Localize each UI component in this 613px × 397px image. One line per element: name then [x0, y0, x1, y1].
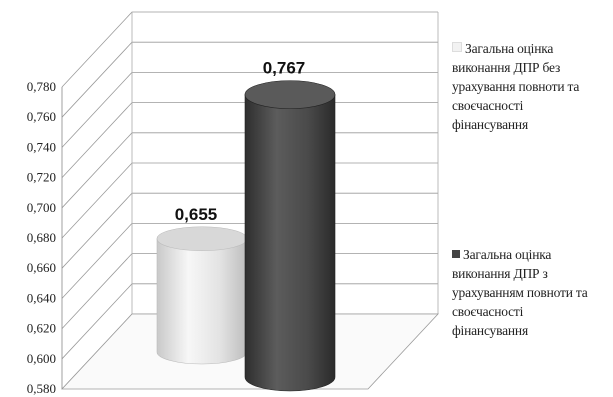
y-tick-label: 0,680 — [27, 230, 56, 245]
legend-swatch-2 — [452, 250, 460, 258]
y-tick-label: 0,620 — [27, 321, 56, 336]
cylinder-body — [244, 94, 336, 392]
chart-bars — [156, 80, 336, 392]
gridline — [61, 11, 438, 88]
cylinder-top — [156, 226, 248, 252]
legend-item-2: Загальна оцінка виконання ДПР з урахуван… — [452, 245, 602, 340]
legend-label-2: Загальна оцінка виконання ДПР з урахуван… — [452, 247, 588, 338]
y-tick-label: 0,760 — [27, 109, 56, 124]
y-tick-label: 0,780 — [27, 79, 56, 94]
cylinder-top — [244, 80, 336, 109]
data-labels: 0,655 0,767 — [175, 59, 306, 224]
y-tick-label: 0,640 — [27, 290, 56, 305]
y-tick-label: 0,740 — [27, 139, 56, 154]
data-label: 0,767 — [263, 59, 306, 78]
y-tick-label: 0,580 — [27, 381, 56, 396]
cylinder-body — [156, 238, 248, 365]
y-axis-tick-labels: 0,580 0,600 0,620 0,640 0,660 0,680 0,700 0,720… — [27, 79, 56, 396]
data-label: 0,655 — [175, 205, 218, 224]
bar-without-funding — [156, 226, 248, 365]
bar-with-funding — [244, 80, 336, 392]
y-tick-label: 0,700 — [27, 200, 56, 215]
legend-label-1: Загальна оцінка виконання ДПР без урахув… — [452, 41, 580, 132]
y-tick-label: 0,720 — [27, 170, 56, 185]
y-tick-label: 0,600 — [27, 351, 56, 366]
legend-swatch-1 — [452, 42, 462, 52]
legend-item-1: Загальна оцінка виконання ДПР без урахув… — [452, 39, 602, 134]
y-tick-label: 0,660 — [27, 260, 56, 275]
